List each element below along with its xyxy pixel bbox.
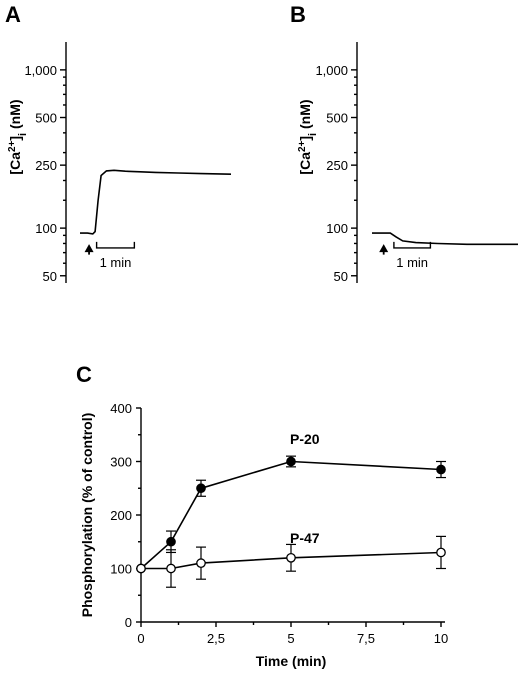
stimulus-arrow-icon-B xyxy=(379,244,389,253)
data-point-P-20 xyxy=(196,483,206,494)
x-tick-label-C: 7,5 xyxy=(357,631,375,646)
y-tick-label-C: 400 xyxy=(110,401,132,416)
y-tick-label-A: 50 xyxy=(43,269,57,284)
y-tick-label-B: 500 xyxy=(326,111,348,126)
time-scale-bar-label-B: 1 min xyxy=(396,255,428,270)
y-tick-label-C: 300 xyxy=(110,455,132,470)
y-tick-label-A: 500 xyxy=(35,111,57,126)
time-scale-bar-A xyxy=(95,241,136,249)
data-point-P-20 xyxy=(286,456,296,467)
series-label-P-20: P-20 xyxy=(290,431,320,447)
calcium-trace-A xyxy=(80,169,232,235)
data-point-P-20 xyxy=(436,464,446,475)
time-scale-bar-label-A: 1 min xyxy=(100,255,132,270)
time-scale-bar-B xyxy=(393,241,432,249)
y-tick-label-B: 100 xyxy=(326,221,348,236)
y-tick-label-B: 1,000 xyxy=(315,63,348,78)
x-tick-label-C: 2,5 xyxy=(207,631,225,646)
y-tick-label-B: 50 xyxy=(334,269,348,284)
data-point-P-47 xyxy=(166,563,176,574)
x-tick-label-C: 0 xyxy=(137,631,144,646)
x-tick-label-C: 10 xyxy=(434,631,448,646)
y-tick-label-C: 0 xyxy=(125,615,132,630)
data-point-P-20 xyxy=(166,536,176,547)
y-tick-label-C: 100 xyxy=(110,562,132,577)
panel-label-A: A xyxy=(5,2,21,27)
y-tick-label-A: 250 xyxy=(35,158,57,173)
data-point-P-47 xyxy=(196,558,206,569)
y-axis-label-B: [Ca2+]i (nM) xyxy=(297,99,320,174)
panel-label-B: B xyxy=(290,2,306,27)
x-axis-label-C: Time (min) xyxy=(256,653,327,669)
data-point-P-47 xyxy=(286,552,296,563)
y-tick-label-C: 200 xyxy=(110,508,132,523)
y-tick-label-A: 100 xyxy=(35,221,57,236)
calcium-trace-B xyxy=(372,232,518,246)
y-axis-label-A: [Ca2+]i (nM) xyxy=(7,99,30,174)
y-tick-label-B: 250 xyxy=(326,158,348,173)
x-tick-label-C: 5 xyxy=(287,631,294,646)
y-tick-label-A: 1,000 xyxy=(24,63,57,78)
y-axis-label-C: Phosphorylation (% of control) xyxy=(79,413,95,618)
panel-label-C: C xyxy=(76,362,92,387)
series-label-P-47: P-47 xyxy=(290,530,320,546)
data-point-P-47 xyxy=(136,563,146,574)
data-point-P-47 xyxy=(436,547,446,558)
stimulus-arrow-icon-A xyxy=(84,244,94,253)
